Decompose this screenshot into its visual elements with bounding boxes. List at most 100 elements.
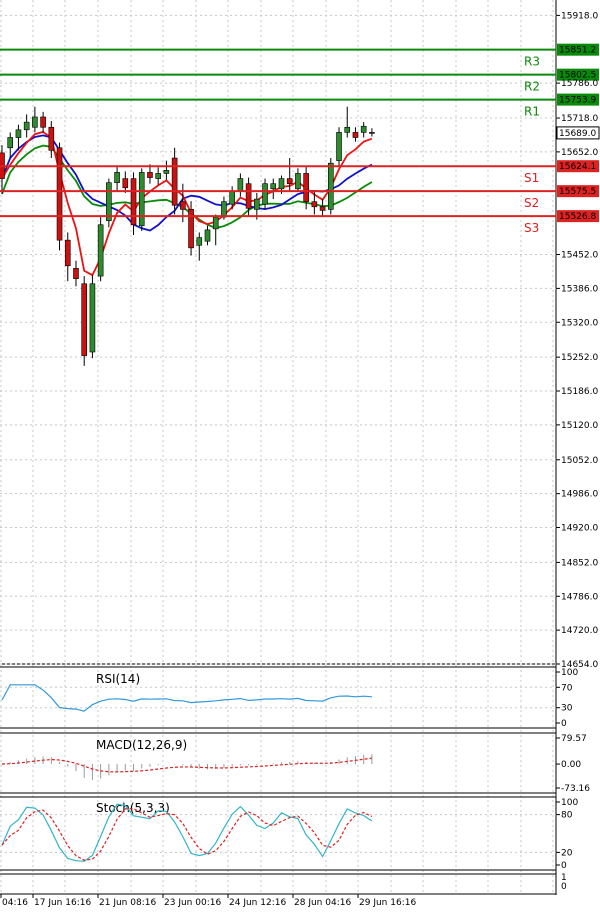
level-name-s1: S1 [524,171,539,185]
level-name-r3: R3 [524,55,540,69]
price-tick-label: 14852.0 [561,558,598,568]
candle-body [106,182,112,221]
level-name-r1: R1 [524,105,540,119]
time-tick-label: 28 Jun 04:16 [294,898,351,908]
time-tick-label: 24 Jun 12:16 [229,898,286,908]
candle-body [130,178,137,226]
candle-body [188,209,194,249]
candle-body [278,178,285,190]
macd-panel: MACD(12,26,9) 79.57 0.00 -73.16 [0,732,590,794]
candle-body [64,239,71,267]
level-tag-r3 [557,43,599,56]
price-tick-label: 15320.0 [561,318,598,328]
level-value-r2: 15802.5 [559,71,596,81]
candle-body [196,237,203,246]
price-tick-label: 15386.0 [561,284,598,294]
bottom-panel: 10 [0,873,567,895]
candle-body [369,132,375,134]
rsi-tick-label: 0 [561,719,567,729]
candle-body [270,183,277,190]
candle-body [114,172,120,183]
level-tag-r2 [557,68,599,81]
price-tick-label: 15186.0 [561,387,598,397]
price-tick-label: 15718.0 [561,114,598,124]
candle-body [319,206,326,211]
stoch-tick-label: 20 [561,848,573,858]
candle-body [15,129,22,138]
rsi-panel: RSI(14) 100 70 30 0 [0,666,578,729]
stoch-signal-line [1,807,373,861]
candle-body [311,201,318,208]
candle-body [97,224,104,277]
stoch-label: Stoch(5,3,3) [96,801,170,815]
time-axis: 04:16 17 Jun 16:16 21 Jun 08:16 23 Jun 00:1… [0,894,416,908]
stoch-main-line [1,803,373,862]
level-name-r2: R2 [524,80,540,94]
current-price-tag [556,126,600,140]
candle-body [327,162,334,210]
candle-body [360,125,367,133]
level-tag-s2 [557,185,599,198]
support-resistance-levels: R3 15851.2 R2 15802.5 R1 15753.9 S1 15624.1 S2 15… [0,43,600,235]
price-tick-label: 15452.0 [561,251,598,261]
stoch-tick-label: 0 [561,861,567,871]
macd-tick-label: 0.00 [561,760,581,770]
level-value-r1: 15753.9 [559,96,596,106]
price-tick-label: 14920.0 [561,524,598,534]
time-tick-label: 29 Jun 16:16 [359,898,416,908]
candle-body [138,172,145,227]
level-value-r3: 15851.2 [559,46,596,56]
candle-body [286,178,293,185]
time-tick-label: 21 Jun 08:16 [99,898,156,908]
candle-body [40,116,46,128]
candle-body [352,132,359,138]
bottom-panel-tick-label: 0 [561,882,567,892]
grid [0,0,557,895]
candle-body [344,126,351,133]
price-tick-label: 14786.0 [561,592,598,602]
stoch-panel: Stoch(5,3,3) 100 80 20 0 [0,796,578,871]
candle-body [163,170,170,174]
price-tick-label: 15918.0 [561,11,598,21]
candle-body [254,198,260,210]
ma-slow-line [1,144,373,229]
candle-body [245,183,252,209]
time-tick-label: 04:16 [2,898,28,908]
price-tick-label: 15252.0 [561,353,598,363]
stoch-tick-label: 100 [561,798,578,808]
price-tick-label: 14654.0 [561,660,598,670]
time-tick-label: 17 Jun 16:16 [34,898,91,908]
candle-body [237,178,244,192]
macd-signal-line [1,757,372,773]
current-price-label: 15689.0 [559,129,596,139]
rsi-tick-label: 30 [561,704,573,714]
candle-body [204,229,211,242]
time-tick-label: 23 Jun 00:16 [164,898,221,908]
macd-tick-label: 79.57 [561,734,587,744]
candle-body [23,121,30,131]
macd-tick-label: -73.16 [561,784,590,794]
candle-body [122,178,129,189]
rsi-label: RSI(14) [96,672,140,686]
candle-body [171,157,178,206]
candle-body [336,132,342,161]
level-tag-s3 [557,210,599,223]
rsi-tick-label: 70 [561,683,573,693]
price-tick-label: 15652.0 [561,148,598,158]
candle-body [262,183,268,205]
rsi-tick-label: 100 [561,668,578,678]
rsi-line [1,684,372,712]
candle-body [48,126,55,151]
candle-body [303,173,309,202]
bottom-panel-tick-label: 1 [561,873,567,883]
candle-body [295,173,301,190]
price-tick-label: 14986.0 [561,490,598,500]
candle-body [7,137,14,149]
candle-body [56,147,63,241]
candle-body [180,201,186,210]
level-value-s2: 15575.5 [559,187,596,197]
price-tick-label: 14720.0 [561,626,598,636]
level-tag-s1 [557,160,599,173]
candle-body [229,191,235,205]
candle-body [32,116,38,128]
